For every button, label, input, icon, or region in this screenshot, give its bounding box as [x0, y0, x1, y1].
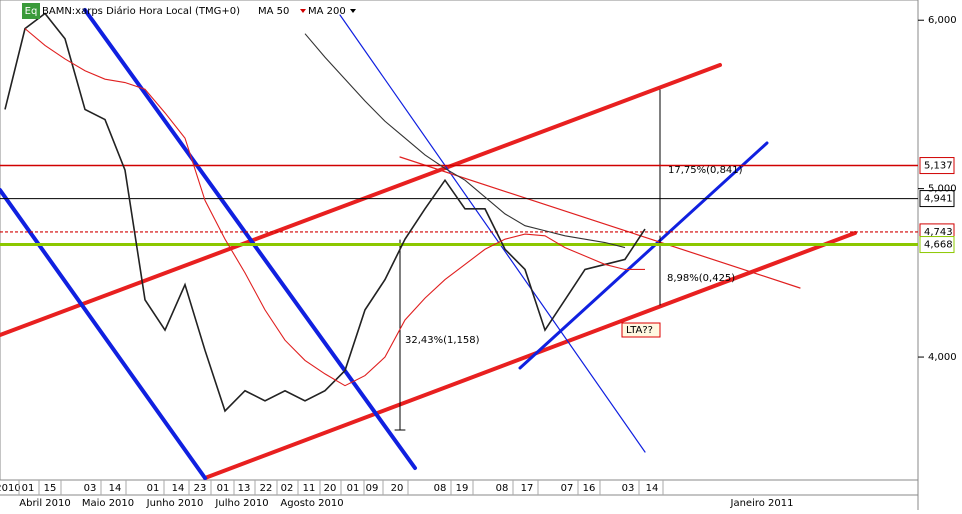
price-tag: [919, 236, 955, 254]
x-tick-label: 2010: [0, 483, 21, 494]
x-tick-label: 17: [521, 483, 534, 494]
x-tick-label: 03: [84, 483, 97, 494]
x-tick-label: 14: [646, 483, 659, 494]
series-line: [304, 33, 626, 249]
x-tick-label: 15: [44, 483, 57, 494]
y-tick-label: 4,000: [928, 352, 957, 363]
annotation: LTA??: [626, 325, 653, 336]
chart-title: BAMN:xarps Diário Hora Local (TMG+0): [42, 5, 240, 17]
x-tick-label: 22: [260, 483, 273, 494]
month-label: Junho 2010: [146, 498, 204, 509]
x-tick-label: 14: [172, 483, 185, 494]
channel-upper: [0, 63, 722, 337]
legend-arrow: [300, 9, 306, 13]
x-tick-label: 23: [194, 483, 207, 494]
legend-arrow: [350, 9, 356, 13]
legend-entry: MA 200: [308, 6, 346, 17]
badge: Eq: [25, 6, 38, 17]
down-channel-lower: [0, 188, 207, 480]
annotation: 32,43%(1,158): [405, 335, 480, 346]
series-line: [24, 28, 645, 387]
price-tag-label: 5,137: [924, 161, 953, 172]
month-label: Agosto 2010: [280, 498, 343, 509]
x-tick-label: 02: [281, 483, 294, 494]
price-tag-label: 4,941: [924, 194, 953, 205]
x-tick-label: 01: [217, 483, 230, 494]
x-tick-label: 08: [496, 483, 509, 494]
annotation: 8,98%(0,425): [667, 273, 735, 284]
legend-entry: MA 50: [258, 6, 289, 17]
y-tick-label: 6,000: [928, 15, 957, 26]
support-line: [518, 141, 769, 370]
thin-red-line: [399, 156, 801, 289]
badge-box: [22, 3, 40, 19]
price-tag: [919, 190, 955, 208]
x-tick-label: 01: [22, 483, 35, 494]
price-tag-label: 4,743: [924, 227, 953, 238]
month-label: Julho 2010: [214, 498, 268, 509]
annotation-box: [621, 322, 661, 338]
down-channel-upper: [83, 8, 417, 470]
x-tick-label: 20: [324, 483, 337, 494]
x-tick-label: 20: [391, 483, 404, 494]
x-tick-label: 08: [434, 483, 447, 494]
plot-area: [0, 0, 919, 481]
series-layer: [0, 12, 955, 413]
y-tick-label: 5,000: [928, 184, 957, 195]
x-tick-label: 19: [456, 483, 469, 494]
month-label: Janeiro 2011: [730, 498, 794, 509]
month-label: Maio 2010: [82, 498, 134, 509]
trend-lines: [0, 8, 857, 480]
x-tick-label: 14: [109, 483, 122, 494]
x-tick-label: 09: [366, 483, 379, 494]
annotation: 17,75%(0,841): [668, 165, 743, 176]
x-tick-label: 01: [347, 483, 360, 494]
x-tick-label: 07: [561, 483, 574, 494]
series-line: [4, 12, 646, 413]
price-tag: [919, 157, 955, 175]
x-tick-label: 11: [303, 483, 316, 494]
x-tick-label: 13: [238, 483, 251, 494]
month-label: Abril 2010: [19, 498, 70, 509]
x-tick-label: 16: [583, 483, 596, 494]
x-tick-label: 03: [622, 483, 635, 494]
x-tick-label: 01: [147, 483, 160, 494]
thin-blue-line: [339, 14, 646, 453]
price-tag-label: 4,668: [924, 240, 953, 251]
channel-lower: [203, 231, 857, 480]
